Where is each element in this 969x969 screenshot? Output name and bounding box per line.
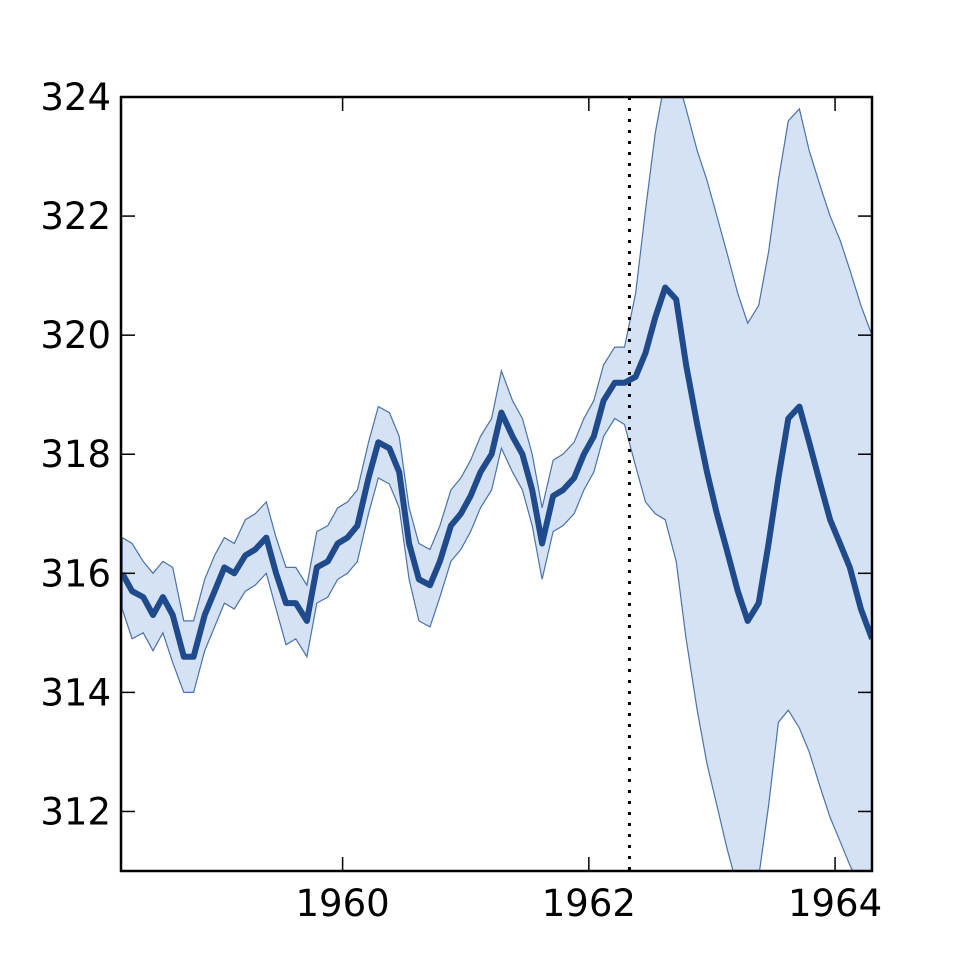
x-tick-label: 1962 — [542, 882, 636, 925]
axis-ticks — [121, 96, 872, 871]
y-tick-label: 312 — [40, 790, 111, 833]
y-tick-label: 318 — [40, 433, 111, 476]
x-axis-labels: 1960 1962 1964 — [296, 882, 883, 925]
y-tick-label: 314 — [40, 671, 111, 714]
x-tick-label: 1964 — [788, 882, 882, 925]
y-tick-label: 316 — [40, 552, 111, 595]
y-tick-label: 324 — [40, 76, 111, 119]
y-tick-label: 320 — [40, 314, 111, 357]
y-axis-labels: 312 314 316 318 320 322 324 — [40, 76, 111, 833]
plot-frame — [119, 95, 874, 873]
series-line — [121, 284, 872, 660]
confidence-band — [121, 97, 872, 871]
y-tick-label: 322 — [40, 195, 111, 238]
x-tick-label: 1960 — [296, 882, 390, 925]
